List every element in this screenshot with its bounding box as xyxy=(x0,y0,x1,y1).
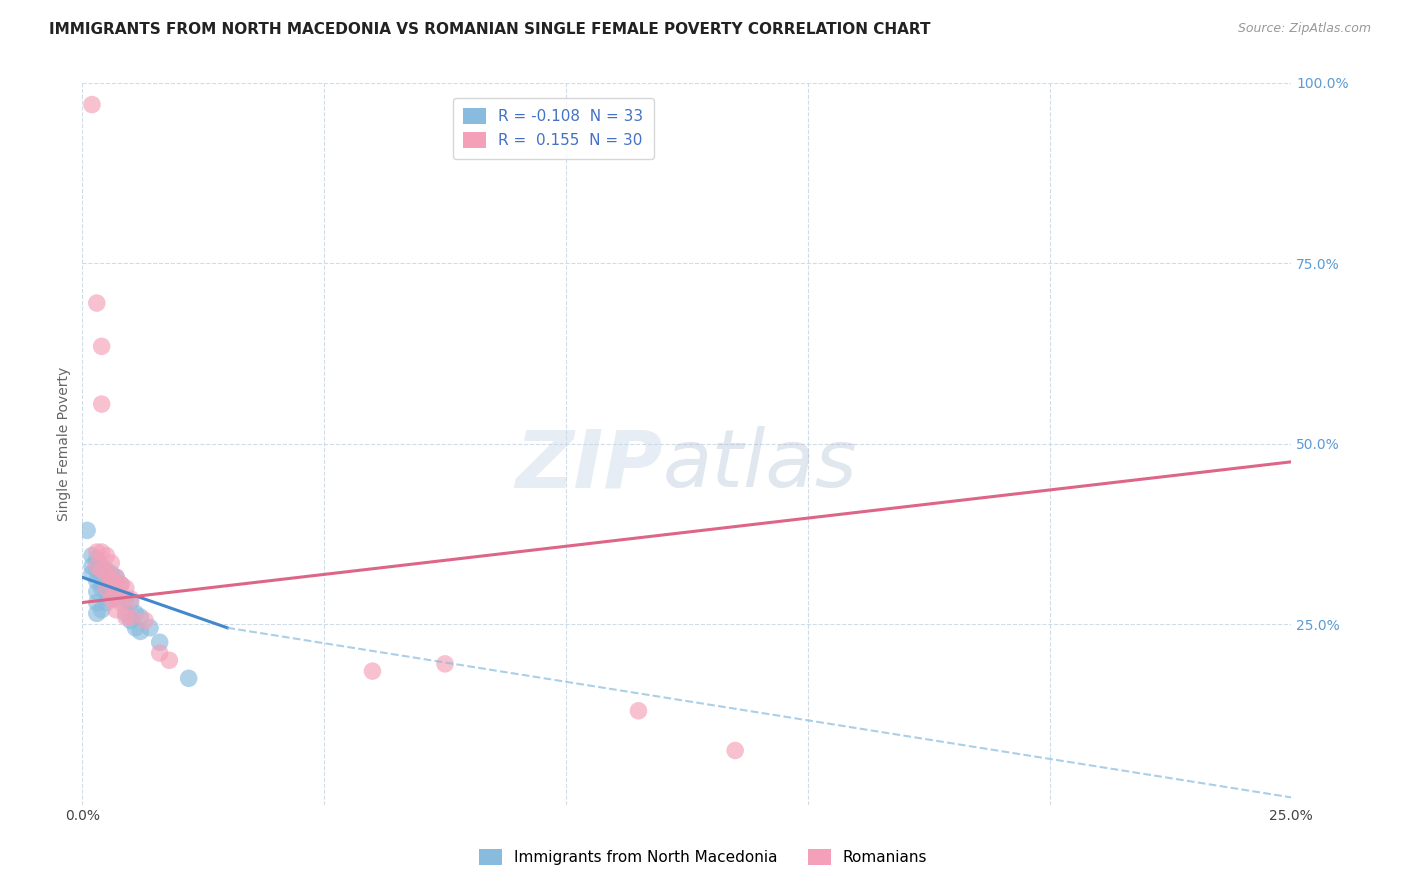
Text: IMMIGRANTS FROM NORTH MACEDONIA VS ROMANIAN SINGLE FEMALE POVERTY CORRELATION CH: IMMIGRANTS FROM NORTH MACEDONIA VS ROMAN… xyxy=(49,22,931,37)
Point xyxy=(86,559,108,574)
Point xyxy=(124,607,146,621)
Point xyxy=(114,581,136,595)
Point xyxy=(120,614,142,628)
Point xyxy=(90,559,112,574)
Point xyxy=(129,624,152,639)
Point xyxy=(100,591,122,606)
Text: ZIP: ZIP xyxy=(515,426,662,505)
Legend: Immigrants from North Macedonia, Romanians: Immigrants from North Macedonia, Romania… xyxy=(472,843,934,871)
Point xyxy=(96,563,118,577)
Point xyxy=(86,296,108,310)
Point xyxy=(120,610,142,624)
Point xyxy=(100,584,122,599)
Point xyxy=(96,549,118,563)
Point xyxy=(110,577,132,591)
Point xyxy=(96,584,118,599)
Legend: R = -0.108  N = 33, R =  0.155  N = 30: R = -0.108 N = 33, R = 0.155 N = 30 xyxy=(453,98,654,159)
Point xyxy=(96,581,118,595)
Point xyxy=(100,556,122,570)
Point xyxy=(105,591,128,606)
Point xyxy=(114,591,136,606)
Point xyxy=(90,339,112,353)
Point xyxy=(86,552,108,566)
Point xyxy=(105,603,128,617)
Point xyxy=(110,577,132,591)
Text: Source: ZipAtlas.com: Source: ZipAtlas.com xyxy=(1237,22,1371,36)
Point xyxy=(86,607,108,621)
Point xyxy=(96,596,118,610)
Point xyxy=(110,596,132,610)
Point xyxy=(90,397,112,411)
Point xyxy=(434,657,457,671)
Point xyxy=(149,646,172,660)
Point xyxy=(627,704,650,718)
Point xyxy=(134,614,156,628)
Point xyxy=(177,671,200,685)
Y-axis label: Single Female Poverty: Single Female Poverty xyxy=(58,367,72,521)
Point xyxy=(124,621,146,635)
Point xyxy=(86,545,108,559)
Point xyxy=(86,563,108,577)
Text: atlas: atlas xyxy=(662,426,858,505)
Point xyxy=(120,596,142,610)
Point xyxy=(129,610,152,624)
Point xyxy=(80,97,103,112)
Point xyxy=(76,524,98,538)
Point xyxy=(80,549,103,563)
Point xyxy=(96,566,118,581)
Point xyxy=(86,596,108,610)
Point xyxy=(105,570,128,584)
Point xyxy=(149,635,172,649)
Point xyxy=(114,610,136,624)
Point xyxy=(90,570,112,584)
Point xyxy=(105,570,128,584)
Point xyxy=(361,664,384,678)
Point xyxy=(100,566,122,581)
Point xyxy=(86,574,108,588)
Point xyxy=(120,591,142,606)
Point xyxy=(80,559,103,574)
Point xyxy=(90,545,112,559)
Point xyxy=(90,603,112,617)
Point xyxy=(90,563,112,577)
Point xyxy=(724,743,747,757)
Point xyxy=(90,581,112,595)
Point xyxy=(100,574,122,588)
Point xyxy=(157,653,180,667)
Point xyxy=(114,607,136,621)
Point xyxy=(139,621,162,635)
Point xyxy=(86,584,108,599)
Point xyxy=(80,566,103,581)
Point xyxy=(105,584,128,599)
